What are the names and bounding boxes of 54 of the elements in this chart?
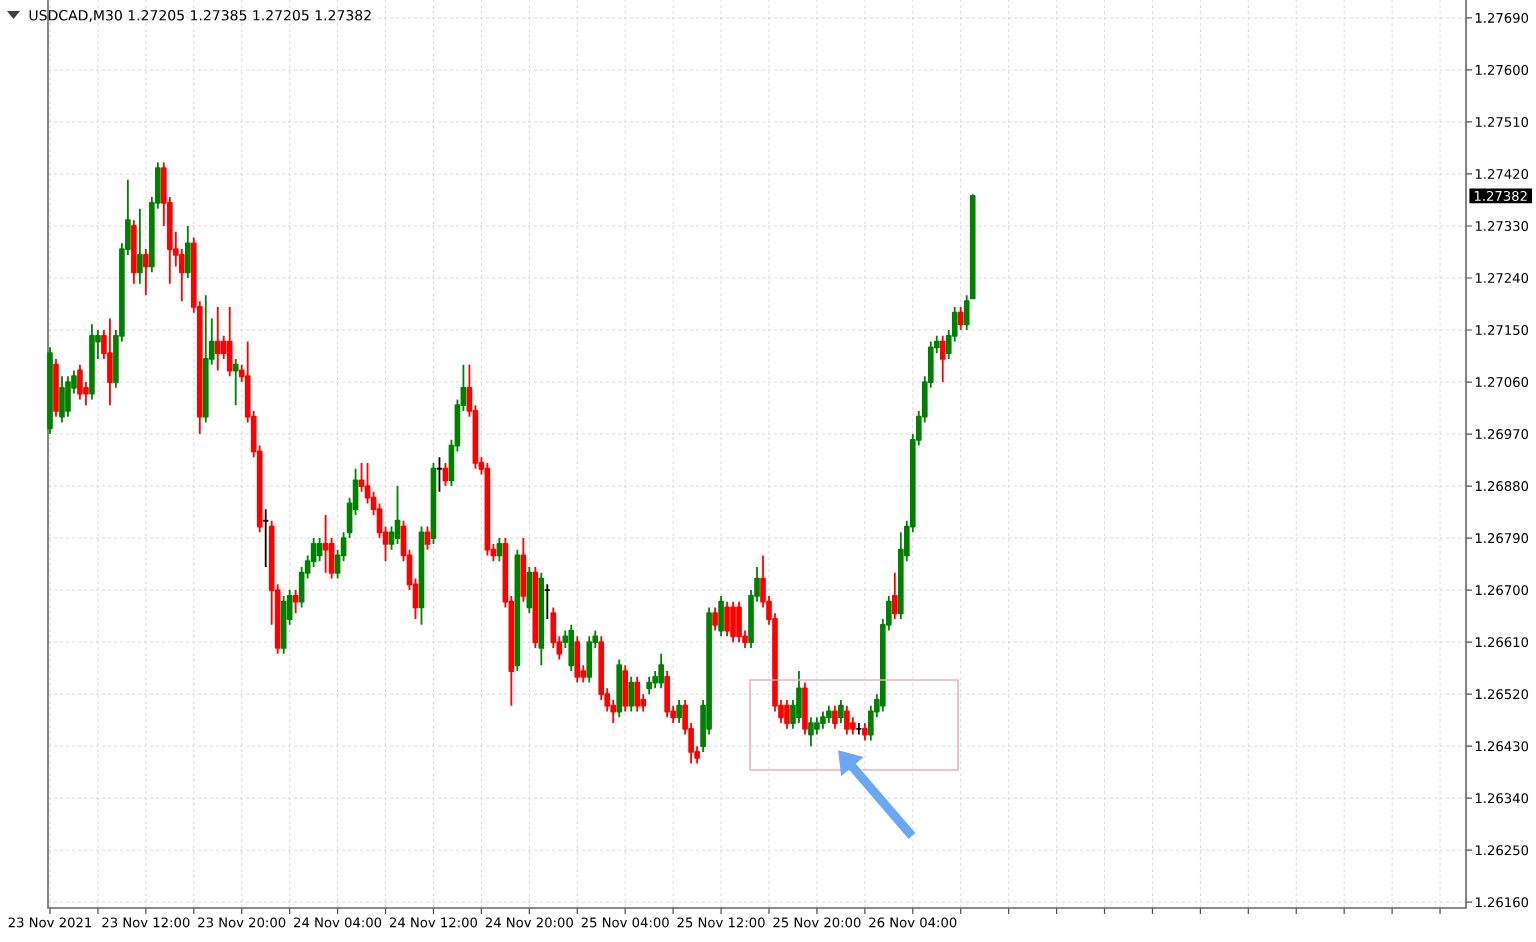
candlestick xyxy=(89,323,95,401)
candlestick xyxy=(616,658,623,719)
candlestick xyxy=(496,537,503,563)
candlestick xyxy=(532,566,539,649)
candlestick xyxy=(586,635,593,684)
candlestick xyxy=(143,248,149,297)
candlestick xyxy=(826,704,832,724)
candlestick xyxy=(131,219,137,285)
candlestick xyxy=(47,346,53,435)
candlestick xyxy=(214,306,221,372)
candlestick xyxy=(712,606,718,632)
candlestick xyxy=(316,537,323,563)
candlestick xyxy=(107,317,113,407)
candlestick xyxy=(736,600,742,644)
candlestick xyxy=(202,294,209,424)
candlestick xyxy=(796,670,802,724)
candlestick xyxy=(634,675,640,713)
candlestick xyxy=(832,704,838,730)
candlestick xyxy=(646,675,652,696)
candlestick xyxy=(820,710,826,730)
candlestick xyxy=(322,514,329,574)
candlestick xyxy=(784,699,790,730)
candlestick xyxy=(892,571,898,620)
candlestick xyxy=(658,652,664,690)
candlestick xyxy=(724,600,730,638)
candlestick xyxy=(65,375,71,418)
candlestick xyxy=(838,699,844,724)
candlestick xyxy=(718,594,724,638)
candlestick xyxy=(184,225,191,279)
candlestick xyxy=(844,704,850,736)
candlestick xyxy=(939,334,946,383)
candlestick xyxy=(628,675,634,713)
candlestick xyxy=(232,358,239,407)
candlestick xyxy=(137,207,143,285)
candlestick xyxy=(538,571,545,667)
candlestick xyxy=(957,306,964,331)
candlestick xyxy=(77,363,83,401)
candlestick xyxy=(730,600,736,644)
candlestick xyxy=(53,358,59,418)
candlestick xyxy=(436,456,443,493)
candlestick xyxy=(664,670,670,719)
candlestick xyxy=(59,375,65,424)
candlestick xyxy=(622,664,629,713)
candlestick xyxy=(802,681,808,736)
candlestick xyxy=(262,508,269,568)
candlestick xyxy=(292,589,299,615)
candlestick xyxy=(856,722,862,736)
candlestick xyxy=(574,635,581,684)
candlestick xyxy=(544,583,551,620)
candlestick xyxy=(226,306,233,378)
candlestick xyxy=(676,699,682,724)
candlestick xyxy=(862,722,868,742)
candlestick xyxy=(568,623,575,672)
candlestick xyxy=(808,716,814,748)
